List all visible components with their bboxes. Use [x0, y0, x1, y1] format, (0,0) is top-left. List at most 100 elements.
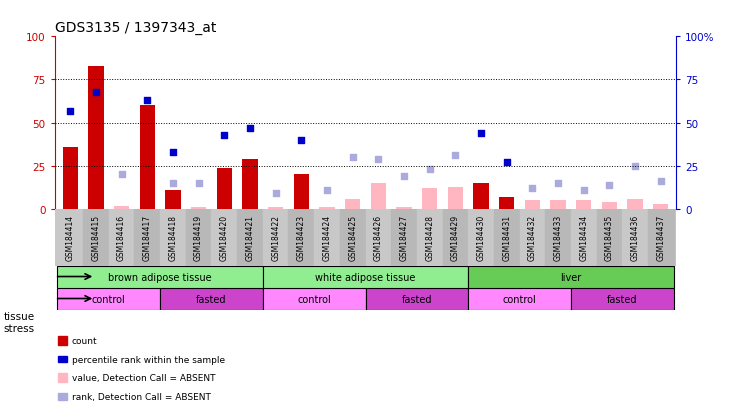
Bar [345, 199, 360, 209]
Bar [88, 66, 104, 209]
Text: brown adipose tissue: brown adipose tissue [108, 272, 212, 282]
Text: GSM184416: GSM184416 [117, 214, 126, 260]
Point [321, 187, 333, 194]
Text: GSM184422: GSM184422 [271, 214, 280, 260]
Point [167, 180, 179, 187]
Bar [571, 209, 596, 266]
Bar [371, 184, 386, 209]
Point [475, 131, 487, 137]
Bar [520, 209, 545, 266]
Text: count: count [72, 336, 97, 345]
Bar [289, 209, 314, 266]
Bar [366, 288, 468, 310]
Text: GSM184434: GSM184434 [579, 214, 588, 260]
Bar [499, 197, 515, 209]
Bar [160, 209, 186, 266]
Bar [648, 209, 673, 266]
Bar [596, 209, 622, 266]
Bar [268, 208, 284, 209]
Bar [576, 201, 591, 209]
Point [655, 178, 667, 185]
Bar [468, 266, 673, 288]
Bar [602, 203, 617, 209]
Text: GSM184431: GSM184431 [502, 214, 511, 260]
Text: GSM184419: GSM184419 [194, 214, 203, 260]
Text: GSM184430: GSM184430 [477, 214, 485, 260]
Text: control: control [503, 294, 537, 304]
Point [629, 163, 641, 170]
Bar [58, 209, 83, 266]
Text: GSM184433: GSM184433 [553, 214, 563, 260]
Point [604, 182, 616, 189]
Bar [314, 209, 340, 266]
Point [219, 132, 230, 139]
Text: control: control [298, 294, 331, 304]
Bar [442, 209, 468, 266]
Bar [58, 266, 263, 288]
Point [552, 180, 564, 187]
Bar [216, 168, 232, 209]
Text: GSM184424: GSM184424 [322, 214, 331, 260]
Point [90, 89, 102, 96]
Text: GSM184428: GSM184428 [425, 214, 434, 260]
Bar [114, 206, 129, 209]
Bar [211, 209, 237, 266]
Text: GSM184418: GSM184418 [168, 214, 178, 260]
Bar [422, 189, 437, 209]
Text: GSM184436: GSM184436 [631, 214, 640, 260]
Point [270, 191, 281, 197]
Text: control: control [92, 294, 126, 304]
Bar [263, 266, 468, 288]
Point [450, 153, 461, 159]
Bar [622, 209, 648, 266]
Point [373, 156, 385, 163]
Text: value, Detection Call = ABSENT: value, Detection Call = ABSENT [72, 373, 215, 382]
Bar [263, 209, 289, 266]
Point [64, 108, 76, 114]
Text: fasted: fasted [401, 294, 432, 304]
Text: GSM184426: GSM184426 [374, 214, 383, 260]
Bar [525, 201, 540, 209]
Point [244, 125, 256, 132]
Text: rank, Detection Call = ABSENT: rank, Detection Call = ABSENT [72, 392, 211, 401]
Bar [237, 209, 263, 266]
Bar [396, 208, 412, 209]
Bar [550, 201, 566, 209]
Bar [242, 159, 257, 209]
Text: fasted: fasted [196, 294, 227, 304]
Point [424, 166, 436, 173]
Bar [165, 190, 181, 209]
Text: GSM184423: GSM184423 [297, 214, 306, 260]
Text: GSM184421: GSM184421 [246, 214, 254, 260]
Text: GSM184432: GSM184432 [528, 214, 537, 260]
Text: tissue: tissue [4, 311, 35, 321]
Bar [474, 184, 489, 209]
Bar [160, 288, 263, 310]
Bar [545, 209, 571, 266]
Bar [627, 199, 643, 209]
Bar [58, 288, 160, 310]
Bar [294, 175, 309, 209]
Point [167, 150, 179, 156]
Text: GSM184417: GSM184417 [143, 214, 152, 260]
Text: fasted: fasted [607, 294, 637, 304]
Text: GSM184427: GSM184427 [400, 214, 409, 260]
Bar [319, 208, 335, 209]
Bar [191, 208, 206, 209]
Bar [391, 209, 417, 266]
Point [578, 187, 590, 194]
Point [141, 97, 153, 104]
Point [501, 160, 512, 166]
Bar [494, 209, 520, 266]
Text: GSM184420: GSM184420 [220, 214, 229, 260]
Point [295, 137, 307, 144]
Bar [468, 209, 494, 266]
Point [193, 180, 205, 187]
Bar [366, 209, 391, 266]
Bar [263, 288, 366, 310]
Text: percentile rank within the sample: percentile rank within the sample [72, 355, 224, 364]
Bar [140, 106, 155, 209]
Text: GSM184415: GSM184415 [91, 214, 100, 260]
Point [526, 185, 538, 192]
Bar [135, 209, 160, 266]
